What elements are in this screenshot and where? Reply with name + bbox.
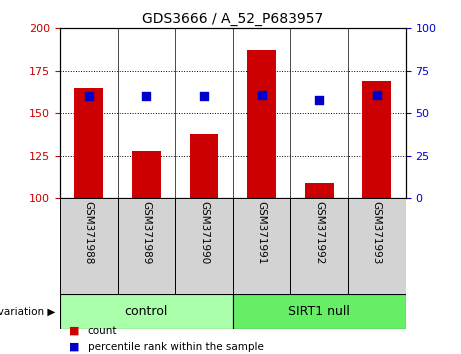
Point xyxy=(85,93,92,99)
Text: ■: ■ xyxy=(69,326,80,336)
Bar xyxy=(60,198,118,294)
Point xyxy=(258,92,266,97)
Point xyxy=(315,97,323,103)
Text: ■: ■ xyxy=(69,342,80,352)
Bar xyxy=(132,151,161,198)
Text: GSM371991: GSM371991 xyxy=(257,201,266,264)
Bar xyxy=(74,88,103,198)
Text: GSM371990: GSM371990 xyxy=(199,201,209,264)
Point xyxy=(142,93,150,99)
Bar xyxy=(362,81,391,198)
Text: control: control xyxy=(124,305,168,318)
Text: SIRT1 null: SIRT1 null xyxy=(288,305,350,318)
Bar xyxy=(175,198,233,294)
Bar xyxy=(233,294,406,329)
Text: GSM371992: GSM371992 xyxy=(314,201,324,264)
Bar xyxy=(60,294,233,329)
Point xyxy=(200,93,207,99)
Bar xyxy=(247,50,276,198)
Bar xyxy=(189,134,219,198)
Bar xyxy=(118,198,175,294)
Text: GSM371993: GSM371993 xyxy=(372,201,382,264)
Bar xyxy=(348,198,406,294)
Title: GDS3666 / A_52_P683957: GDS3666 / A_52_P683957 xyxy=(142,12,324,26)
Text: GSM371989: GSM371989 xyxy=(142,201,151,264)
Bar xyxy=(290,198,348,294)
Bar xyxy=(233,198,290,294)
Point xyxy=(373,92,381,97)
Bar xyxy=(305,183,334,198)
Text: percentile rank within the sample: percentile rank within the sample xyxy=(88,342,264,352)
Text: count: count xyxy=(88,326,117,336)
Text: GSM371988: GSM371988 xyxy=(84,201,94,264)
Text: genotype/variation ▶: genotype/variation ▶ xyxy=(0,307,55,316)
